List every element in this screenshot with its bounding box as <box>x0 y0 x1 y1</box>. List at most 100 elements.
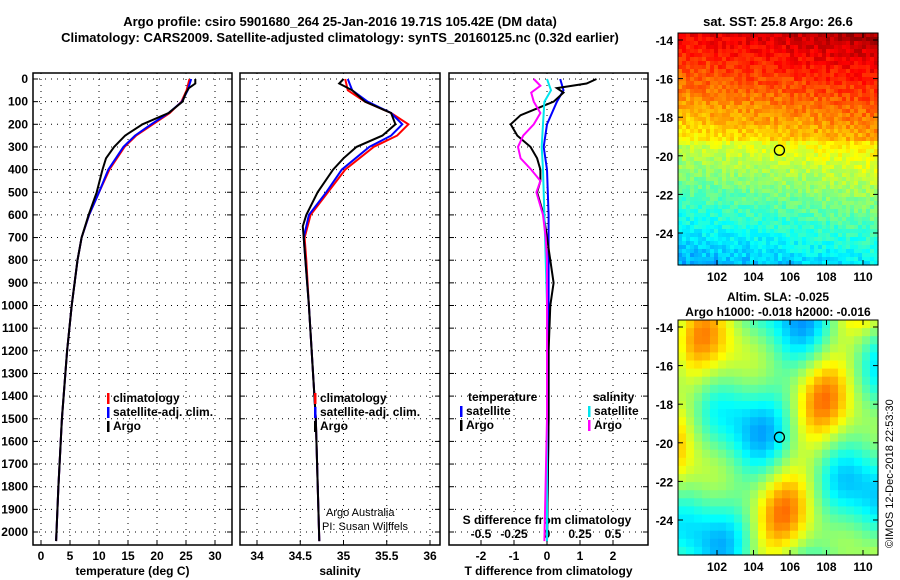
map-cell <box>822 490 831 499</box>
map-cell <box>830 41 835 46</box>
map-cell <box>798 65 803 70</box>
map-cell <box>774 169 779 174</box>
map-cell <box>730 109 735 114</box>
map-cell <box>762 173 767 178</box>
map-cell <box>706 125 711 130</box>
map-cell <box>698 209 703 214</box>
map-cell <box>742 121 747 126</box>
lon-tick-label: 102 <box>707 560 727 574</box>
legend-climatology-label: climatology <box>113 391 180 405</box>
map-cell <box>690 153 695 158</box>
map-cell <box>870 368 879 378</box>
map-cell <box>846 97 851 102</box>
map-cell <box>762 229 767 234</box>
map-cell <box>766 328 775 337</box>
x-tick-label: 5 <box>67 549 74 563</box>
map-cell <box>806 213 811 218</box>
map-cell <box>686 57 691 62</box>
map-cell <box>830 546 839 556</box>
map-cell <box>818 213 823 218</box>
map-cell <box>846 193 851 198</box>
map-cell <box>758 37 763 42</box>
map-cell <box>702 225 707 230</box>
map-cell <box>858 181 863 186</box>
map-cell <box>734 65 739 70</box>
map-cell <box>702 61 707 66</box>
map-cell <box>842 85 847 90</box>
map-cell <box>794 173 799 178</box>
series-line-satellite-adj-clim- <box>302 78 404 542</box>
map-cell <box>702 237 707 242</box>
map-cell <box>786 53 791 58</box>
map-cell <box>682 173 687 178</box>
map-cell <box>846 320 855 329</box>
map-cell <box>686 169 691 174</box>
map-cell <box>718 193 723 198</box>
map-cell <box>830 368 839 378</box>
map-cell <box>718 241 723 246</box>
x-tick-label: 10 <box>92 549 106 563</box>
map-cell <box>686 457 695 467</box>
map-cell <box>734 229 739 234</box>
map-cell <box>834 97 839 102</box>
map-cell <box>822 113 827 118</box>
map-cell <box>814 392 823 402</box>
map-cell <box>762 69 767 74</box>
map-cell <box>778 217 783 222</box>
map-cell <box>754 101 759 106</box>
map-cell <box>866 97 871 102</box>
map-cell <box>782 137 787 142</box>
map-cell <box>746 153 751 158</box>
map-cell <box>830 81 835 86</box>
map-cell <box>862 498 871 507</box>
map-cell <box>718 530 727 540</box>
map-cell <box>770 153 775 158</box>
map-cell <box>782 153 787 158</box>
map-cell <box>814 336 823 345</box>
map-cell <box>766 169 771 174</box>
x-tick-label: 2 <box>610 549 617 563</box>
x-tick-label: 1 <box>577 549 584 563</box>
map-cell <box>682 197 687 202</box>
map-cell <box>750 57 755 62</box>
map-cell <box>794 245 799 250</box>
map-cell <box>734 465 743 475</box>
map-cell <box>866 225 871 230</box>
map-cell <box>694 336 703 345</box>
map-cell <box>714 209 719 214</box>
map-cell <box>686 153 691 158</box>
map-cell <box>818 57 823 62</box>
map-cell <box>798 530 807 540</box>
map-cell <box>854 69 859 74</box>
map-cell <box>726 157 731 162</box>
map-cell <box>826 113 831 118</box>
map-cell <box>866 53 871 58</box>
map-cell <box>754 41 759 46</box>
map-cell <box>870 360 879 370</box>
map-cell <box>726 53 731 58</box>
map-cell <box>862 213 867 218</box>
map-cell <box>726 149 731 154</box>
map-cell <box>854 409 863 418</box>
map-cell <box>778 121 783 126</box>
map-cell <box>706 169 711 174</box>
map-cell <box>738 97 743 102</box>
map-cell <box>854 105 859 110</box>
map-cell <box>714 37 719 42</box>
map-cell <box>790 185 795 190</box>
map-cell <box>818 145 823 150</box>
map-cell <box>846 105 851 110</box>
map-cell <box>854 141 859 146</box>
map-cell <box>734 209 739 214</box>
y-tick-label: 1300 <box>1 366 28 380</box>
map-cell <box>794 165 799 170</box>
map-cell <box>686 189 691 194</box>
map-cell <box>686 85 691 90</box>
map-cell <box>766 133 771 138</box>
map-cell <box>858 33 863 38</box>
map-cell <box>730 41 735 46</box>
map-cell <box>794 189 799 194</box>
map-cell <box>790 249 795 254</box>
map-cell <box>862 57 867 62</box>
map-cell <box>766 514 775 524</box>
